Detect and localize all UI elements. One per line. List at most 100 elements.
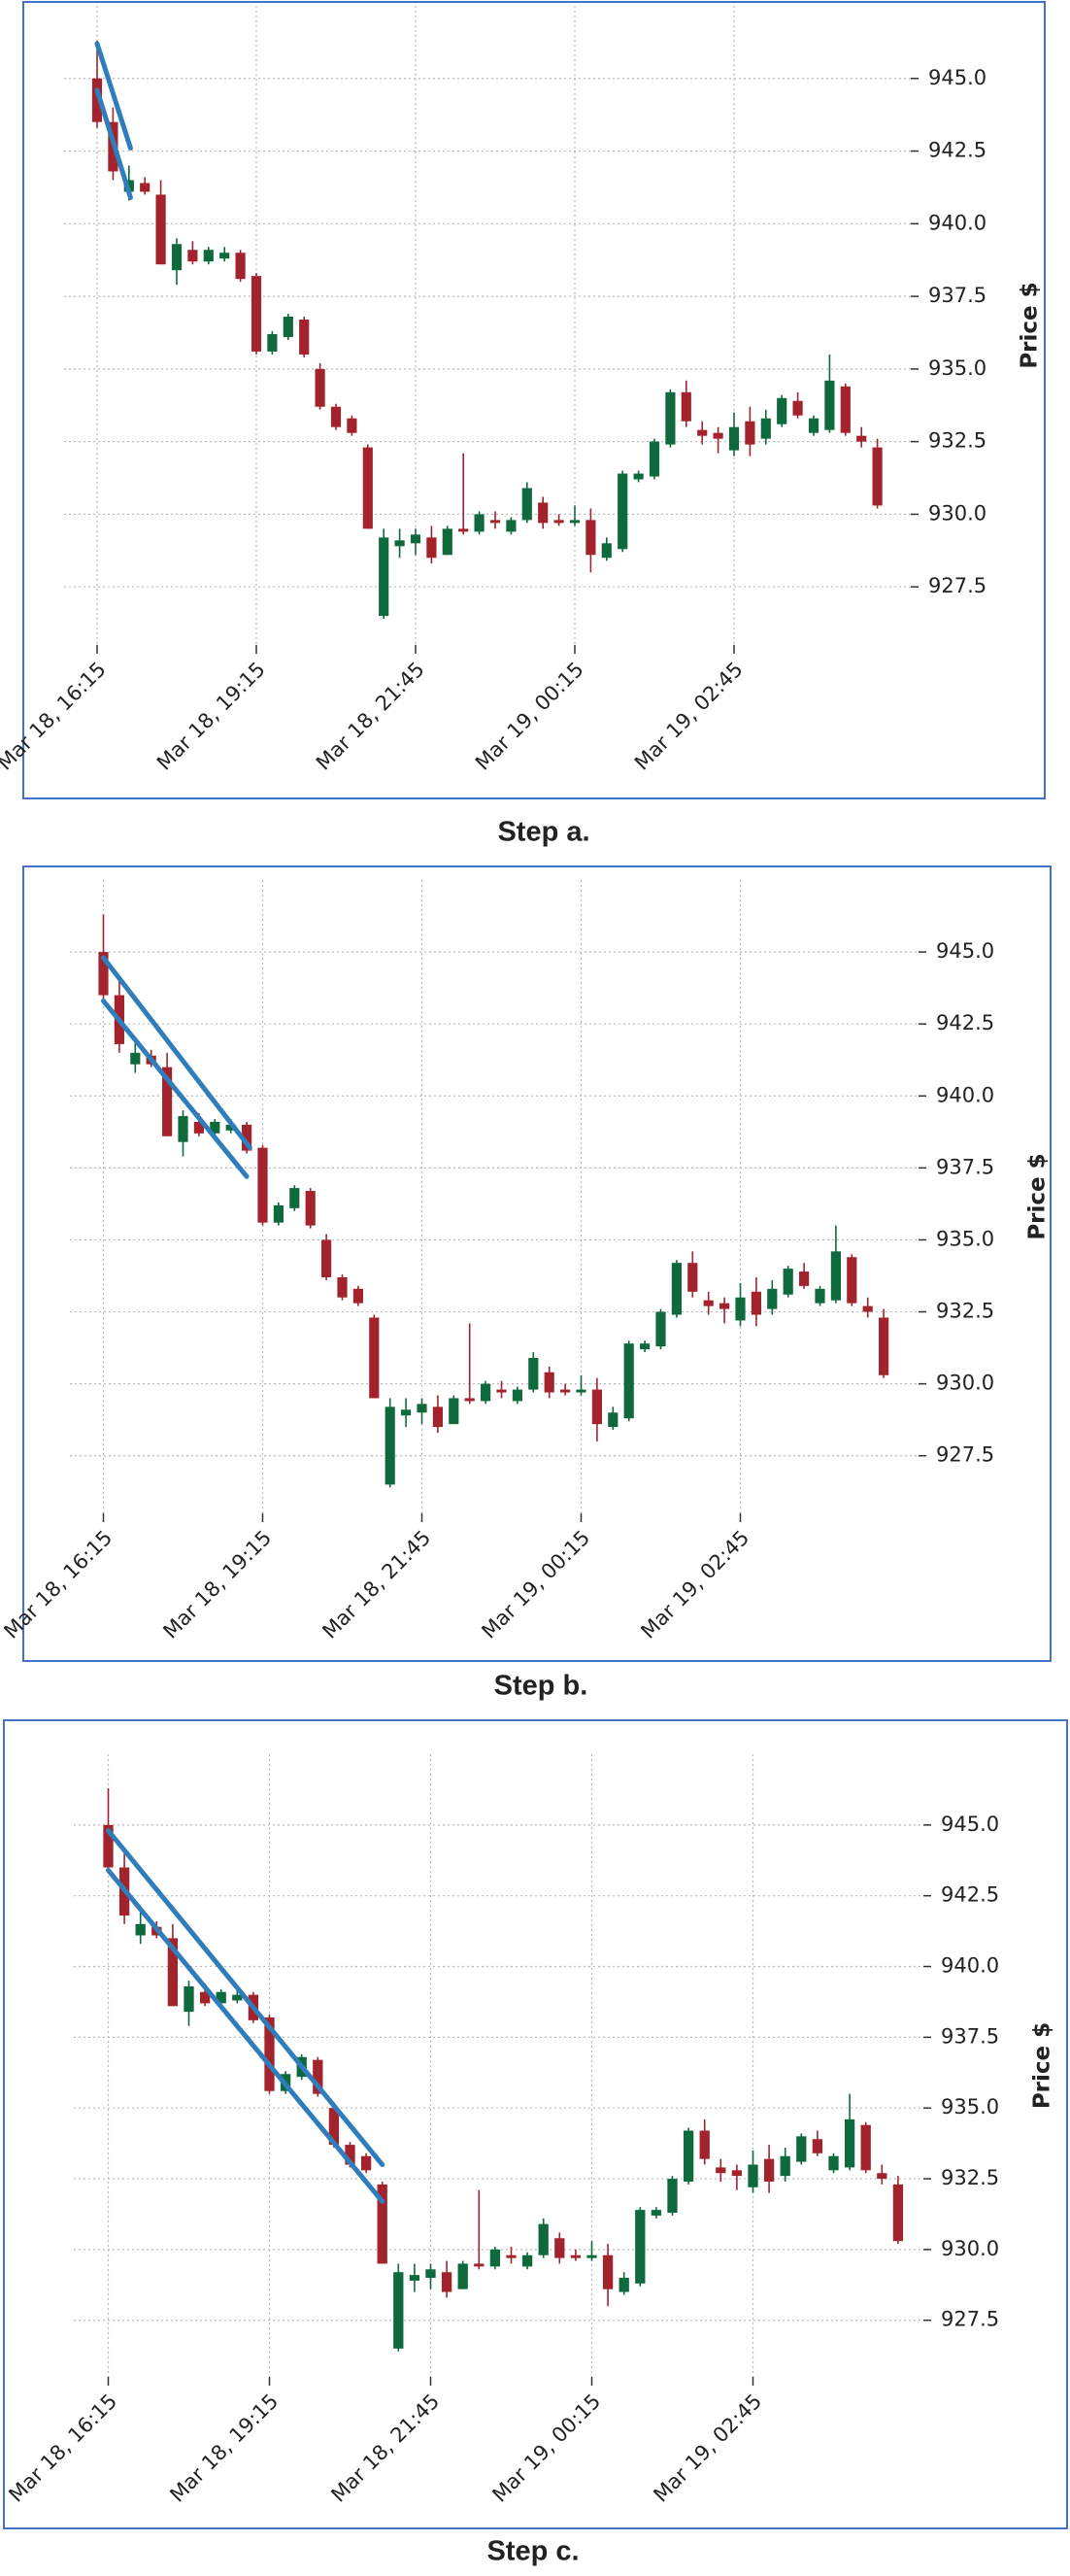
- y-tick-label: 935.0: [941, 2095, 999, 2118]
- candle-body: [385, 1407, 395, 1485]
- candle-body: [313, 2059, 323, 2094]
- candle-body: [305, 1191, 316, 1226]
- candle-body: [203, 250, 214, 262]
- y-tick-label: 927.5: [928, 574, 986, 597]
- candle-body: [474, 514, 485, 532]
- candle-body: [640, 1343, 651, 1350]
- x-tick-label: Mar 19, 02:45: [636, 1526, 753, 1644]
- candle-body: [489, 2249, 501, 2267]
- y-tick-label: 945.0: [936, 939, 994, 963]
- x-tick-label: Mar 18, 16:15: [4, 2390, 121, 2507]
- candle-body: [330, 406, 342, 427]
- y-axis-label: Price $: [1018, 282, 1043, 368]
- y-tick-label: 940.0: [936, 1083, 994, 1106]
- candle-body: [103, 1824, 114, 1868]
- candle-body: [780, 2155, 790, 2177]
- y-tick-label: 937.5: [936, 1155, 994, 1178]
- candle-body: [432, 1407, 443, 1428]
- candle-body: [812, 2139, 823, 2153]
- candle-body: [273, 1204, 284, 1223]
- candle-body: [193, 1121, 204, 1134]
- candle-body: [728, 426, 740, 451]
- candle-body: [506, 2254, 517, 2258]
- candle-body: [799, 1271, 810, 1286]
- candle-body: [667, 2179, 678, 2214]
- candle-body: [828, 2155, 839, 2171]
- chart-frame: [22, 1, 1046, 799]
- candle-body: [377, 2184, 387, 2264]
- candle-body: [877, 2173, 887, 2180]
- candle-body: [225, 1124, 236, 1131]
- candle-body: [623, 1343, 634, 1419]
- candle-body: [731, 2170, 743, 2177]
- candle-body: [187, 250, 198, 262]
- trend-line: [101, 955, 252, 1151]
- trend-line: [106, 1867, 385, 2204]
- candle-body: [512, 1389, 522, 1402]
- candle-body: [481, 1383, 491, 1402]
- candle-body: [872, 447, 883, 506]
- candle-body: [184, 1985, 194, 2013]
- candle-body: [449, 1398, 459, 1425]
- candle-body: [464, 1398, 475, 1402]
- y-tick-label: 942.5: [928, 139, 986, 162]
- y-tick-label: 935.0: [928, 356, 986, 380]
- candle-body: [289, 1188, 300, 1208]
- candle-body: [178, 1116, 188, 1142]
- candle-body: [651, 2210, 662, 2216]
- x-tick-label: Mar 18, 19:15: [165, 2390, 283, 2507]
- x-tick-label: Mar 19, 00:15: [477, 1526, 594, 1644]
- candle-body: [162, 1067, 173, 1136]
- candle-body: [489, 520, 501, 524]
- x-tick-label: Mar 18, 16:15: [0, 658, 111, 775]
- y-tick-label: 932.5: [941, 2166, 999, 2189]
- candle-body: [783, 1269, 793, 1295]
- candle-body: [242, 1124, 252, 1151]
- candle-body: [830, 1251, 841, 1301]
- candle-body: [697, 429, 708, 436]
- x-tick-label: Mar 19, 00:15: [471, 658, 588, 775]
- candle-body: [847, 1257, 857, 1304]
- candle-body: [553, 520, 564, 524]
- candle-body: [135, 1923, 146, 1936]
- candle-body: [458, 528, 469, 532]
- y-tick-label: 937.5: [928, 284, 986, 307]
- candle-body: [748, 2164, 758, 2187]
- caption: Step a.: [497, 817, 589, 848]
- candle-body: [394, 540, 405, 547]
- candle-body: [474, 2263, 485, 2267]
- candle-body: [167, 1938, 179, 2007]
- candle-body: [410, 534, 421, 544]
- candle-body: [409, 2275, 420, 2281]
- candle-body: [815, 1288, 825, 1304]
- y-tick-label: 935.0: [936, 1227, 994, 1250]
- candle-body: [862, 1305, 873, 1312]
- candle-body: [569, 520, 581, 524]
- candle-body: [417, 1404, 427, 1413]
- candle-body: [591, 1389, 602, 1425]
- candle-body: [824, 380, 835, 430]
- trend-line: [106, 1828, 385, 2167]
- y-tick-label: 945.0: [928, 66, 986, 89]
- candle-body: [328, 2108, 340, 2146]
- candle-body: [633, 473, 644, 480]
- candle-body: [337, 1276, 348, 1298]
- candle-body: [751, 1291, 761, 1315]
- candle-body: [713, 432, 723, 439]
- candle-body: [140, 183, 150, 192]
- candle-body: [369, 1317, 380, 1399]
- candle-body: [671, 1263, 682, 1315]
- x-tick-label: Mar 18, 21:45: [318, 1526, 435, 1644]
- candle-body: [219, 253, 230, 259]
- candle-body: [426, 537, 437, 559]
- y-axis-label: Price $: [1030, 2022, 1055, 2109]
- candle-body: [860, 2124, 871, 2171]
- trend-line: [101, 998, 250, 1179]
- candle-body: [393, 2272, 404, 2349]
- candle-body: [232, 1994, 243, 2001]
- candle-body: [130, 1052, 141, 1065]
- y-tick-label: 940.0: [941, 1954, 999, 1978]
- candle-body: [716, 2167, 726, 2174]
- candle-body: [576, 1389, 586, 1393]
- candle-body: [98, 952, 109, 996]
